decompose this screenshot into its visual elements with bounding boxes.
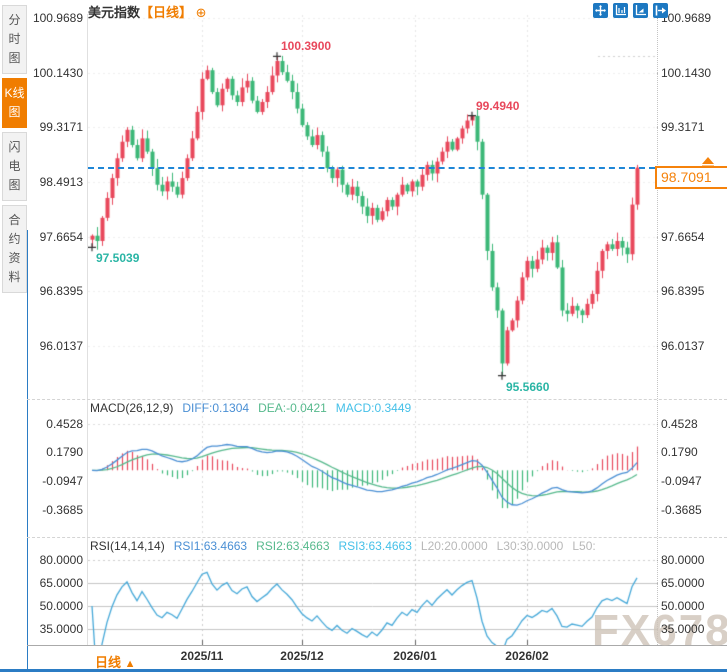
instrument-name: 美元指数 [88, 5, 141, 20]
sidebar: 分时图 K线图 闪电图 合约资料 [0, 0, 27, 672]
rsi-axis-label-left: 65.0000 [39, 576, 83, 590]
rsi-axis-label-left: 50.0000 [39, 599, 83, 613]
macd-axis-label-left: 0.4528 [46, 417, 83, 431]
macd-hist-value: MACD:0.3449 [335, 401, 412, 415]
sidebar-tab-kline-chart[interactable]: K线图 [2, 78, 27, 128]
period-selector-arrow-icon: ▲ [124, 658, 136, 670]
macd-name: MACD(26,12,9) [90, 401, 174, 415]
exit-chart-icon[interactable] [653, 3, 668, 18]
x-axis-label: 2025/12 [280, 649, 324, 663]
crosshair-tool-icon[interactable] [593, 3, 608, 18]
x-axis-label: 2026/02 [505, 649, 549, 663]
rsi-axis-label-left: 80.0000 [39, 553, 83, 567]
price-axis-label-right: 100.1430 [661, 66, 712, 80]
rsi-header: RSI(14,14,14) RSI1:63.4663 RSI2:63.4663 RSI… [90, 539, 605, 553]
price-axis-label-left: 97.6654 [39, 230, 83, 244]
period-selector[interactable]: 日线 ▲ [95, 652, 136, 671]
macd-axis-label-right: -0.3685 [661, 503, 702, 517]
rsi-l20-value: L20:20.0000 [420, 539, 488, 553]
sidebar-tab-contract-info[interactable]: 合约资料 [2, 205, 27, 293]
chart-bottom-border [0, 669, 727, 672]
indicator-settings-icon[interactable]: ⊕ [195, 5, 207, 20]
macd-axis-label-left: 0.1790 [46, 445, 83, 459]
x-axis-line [27, 645, 727, 646]
price-axis-label-left: 100.9689 [32, 11, 83, 25]
macd-header: MACD(26,12,9) DIFF:0.1304 DEA:-0.0421 MACD:… [90, 401, 420, 415]
rsi-chart-canvas[interactable] [88, 538, 658, 645]
rsi-axis-label-right: 50.0000 [661, 599, 705, 613]
price-axis-label-right: 96.0137 [661, 339, 705, 353]
macd-axis-label-right: 0.1790 [661, 445, 698, 459]
macd-axis-label-right: -0.0947 [661, 474, 702, 488]
rsi-axis-label-left: 35.0000 [39, 622, 83, 636]
price-axis-label-right: 100.9689 [661, 11, 712, 25]
rsi3-value: RSI3:63.4663 [338, 539, 412, 553]
high-price-annotation: 99.4940 [476, 98, 520, 113]
macd-axis-label-right: 0.4528 [661, 417, 698, 431]
low-price-annotation: 97.5039 [96, 251, 140, 266]
watermark: FX678 [592, 606, 727, 655]
price-axis-label-left: 96.8395 [39, 284, 83, 298]
rsi1-value: RSI1:63.4663 [173, 539, 248, 553]
macd-diff-value: DIFF:0.1304 [182, 401, 250, 415]
price-axis-label-right: 96.8395 [661, 284, 705, 298]
price-up-arrow-icon [700, 155, 716, 173]
sidebar-tab-flash-chart[interactable]: 闪电图 [2, 132, 27, 201]
price-axis-label-right: 99.3171 [661, 120, 705, 134]
price-axis-label-right: 97.6654 [661, 230, 705, 244]
price-axis-label-left: 98.4913 [39, 175, 83, 189]
x-axis-label: 2025/11 [180, 649, 224, 663]
macd-axis-label-left: -0.0947 [42, 474, 83, 488]
macd-axis-label-left: -0.3685 [42, 503, 83, 517]
period-label: 【日线】 [140, 5, 193, 20]
chart-left-border [26, 230, 28, 670]
x-axis-label: 2026/01 [393, 649, 437, 663]
chart-title: 美元指数【日线】 ⊕ [88, 2, 207, 21]
macd-panel-separator [27, 399, 727, 400]
rsi-l50-value: L50: [572, 539, 596, 553]
price-chart-canvas[interactable] [88, 14, 658, 396]
sidebar-tab-time-chart[interactable]: 分时图 [2, 5, 27, 74]
current-price-tag[interactable]: 98.7091 [655, 166, 727, 189]
rsi-axis-label-right: 65.0000 [661, 576, 705, 590]
chart-toolbar [593, 3, 668, 18]
axis-scale-icon[interactable] [613, 3, 628, 18]
price-axis-label-left: 100.1430 [32, 66, 83, 80]
rsi2-value: RSI2:63.4663 [256, 539, 330, 553]
current-price-line [88, 167, 655, 169]
price-axis-label-left: 96.0137 [39, 339, 83, 353]
low-price-annotation: 95.5660 [506, 379, 550, 394]
rsi-name: RSI(14,14,14) [90, 539, 165, 553]
price-axis-label-left: 99.3171 [39, 120, 83, 134]
rsi-panel-separator [27, 537, 727, 538]
chart-fit-icon[interactable] [633, 3, 648, 18]
high-price-annotation: 100.3900 [281, 39, 332, 54]
macd-chart-canvas[interactable] [88, 400, 658, 537]
macd-dea-value: DEA:-0.0421 [258, 401, 327, 415]
rsi-axis-label-right: 80.0000 [661, 553, 705, 567]
left-axis-line [87, 14, 88, 645]
rsi-axis-label-right: 35.0000 [661, 622, 705, 636]
rsi-l30-value: L30:30.0000 [496, 539, 564, 553]
period-selector-label: 日线 [95, 655, 122, 670]
